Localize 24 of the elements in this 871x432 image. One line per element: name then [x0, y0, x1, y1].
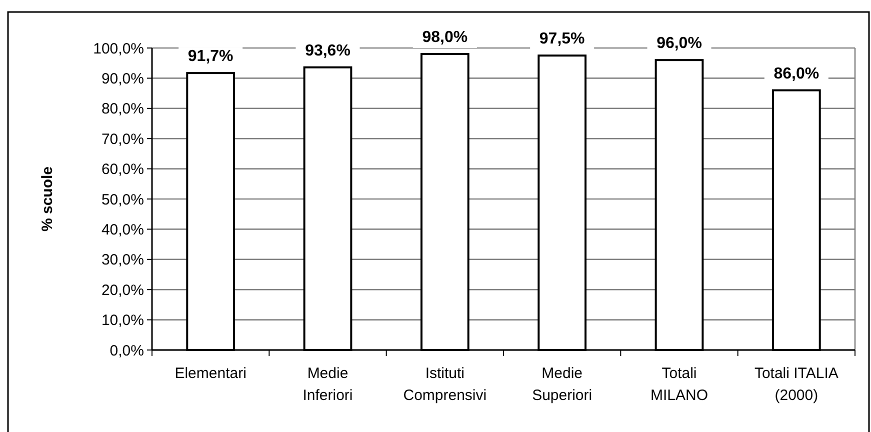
- y-tick-label: 0,0%: [110, 342, 144, 360]
- y-axis-title: % scuole: [39, 166, 56, 232]
- data-label: 97,5%: [539, 30, 585, 48]
- y-tick-label: 100,0%: [93, 40, 144, 58]
- y-tick-label: 60,0%: [101, 161, 144, 178]
- y-tick-label: 10,0%: [101, 312, 144, 330]
- data-label: 86,0%: [774, 65, 820, 82]
- data-label: 98,0%: [422, 29, 468, 46]
- data-label: 91,7%: [188, 48, 234, 66]
- x-tick-label: Medie Superiori: [532, 365, 592, 404]
- y-tick-label: 70,0%: [101, 130, 144, 148]
- y-tick-label: 30,0%: [101, 252, 144, 269]
- x-tick-label: Elementari: [174, 365, 246, 382]
- x-tick-label: Medie Inferiori: [302, 365, 353, 404]
- x-tick-label: Istituti Comprensivi: [403, 365, 487, 404]
- y-tick-label: 90,0%: [101, 70, 144, 88]
- data-label: 96,0%: [656, 35, 702, 52]
- x-tick-label: Totali ITALIA (2000): [754, 365, 838, 404]
- y-tick-label: 20,0%: [101, 282, 144, 299]
- x-tick-label: Totali MILANO: [650, 365, 708, 404]
- y-tick-label: 40,0%: [101, 221, 144, 238]
- data-label: 93,6%: [305, 42, 350, 60]
- y-tick-label: 80,0%: [101, 100, 144, 118]
- y-tick-label: 50,0%: [101, 191, 144, 208]
